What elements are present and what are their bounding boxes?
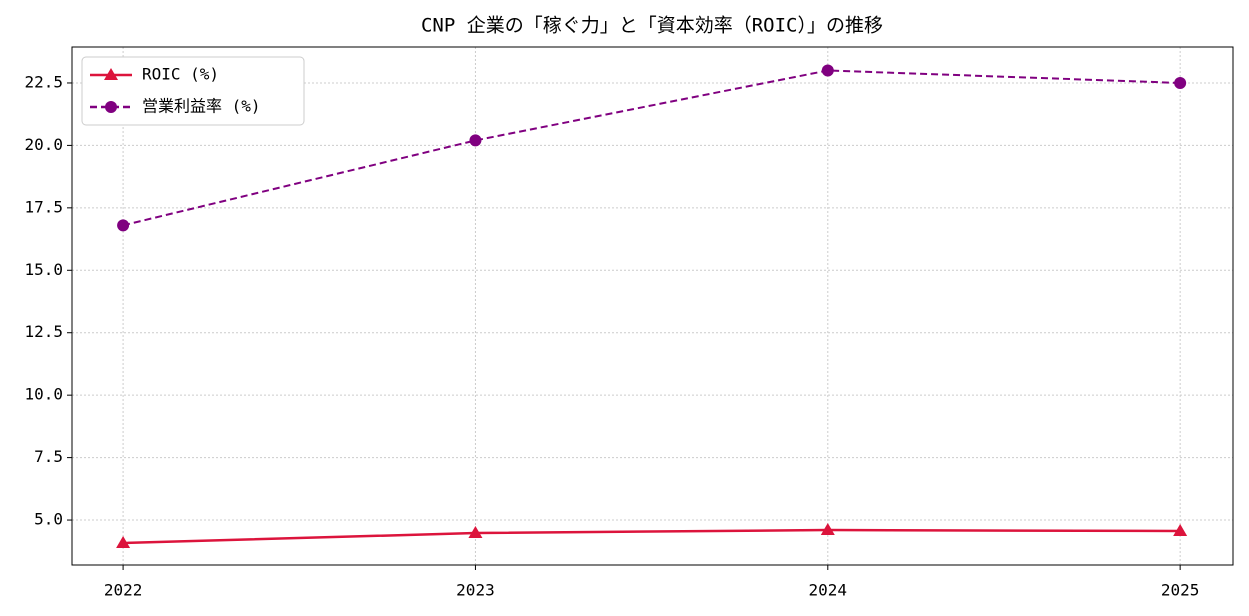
- y-tick-label: 15.0: [24, 260, 63, 279]
- marker: [468, 526, 483, 539]
- marker: [117, 219, 130, 232]
- x-tick-label: 2023: [456, 581, 495, 600]
- marker: [469, 134, 482, 147]
- marker: [104, 68, 118, 80]
- marker: [105, 101, 117, 113]
- plot-frame: [71, 46, 1234, 566]
- legend-box: [81, 56, 305, 126]
- y-tick-label: 22.5: [24, 72, 63, 91]
- marker: [820, 523, 835, 536]
- y-tick-label: 17.5: [24, 197, 63, 216]
- marker: [1174, 76, 1187, 89]
- x-tick-label: 2022: [104, 581, 143, 600]
- series-line: [122, 69, 1181, 227]
- marker: [1173, 524, 1188, 537]
- x-tick-label: 2025: [1161, 581, 1200, 600]
- marker: [821, 64, 834, 77]
- marker: [116, 536, 131, 549]
- x-tick-label: 2024: [809, 581, 848, 600]
- legend-label: 営業利益率 (%): [142, 97, 261, 116]
- y-tick-label: 20.0: [24, 135, 63, 154]
- y-tick-label: 5.0: [34, 510, 63, 529]
- y-tick-label: 7.5: [34, 447, 63, 466]
- y-tick-label: 12.5: [24, 322, 63, 341]
- y-tick-label: 10.0: [24, 385, 63, 404]
- legend-label: ROIC (%): [142, 65, 219, 84]
- chart-title: CNP 企業の「稼ぐ力」と「資本効率（ROIC）」の推移: [421, 15, 883, 37]
- series-line: [123, 528, 1181, 545]
